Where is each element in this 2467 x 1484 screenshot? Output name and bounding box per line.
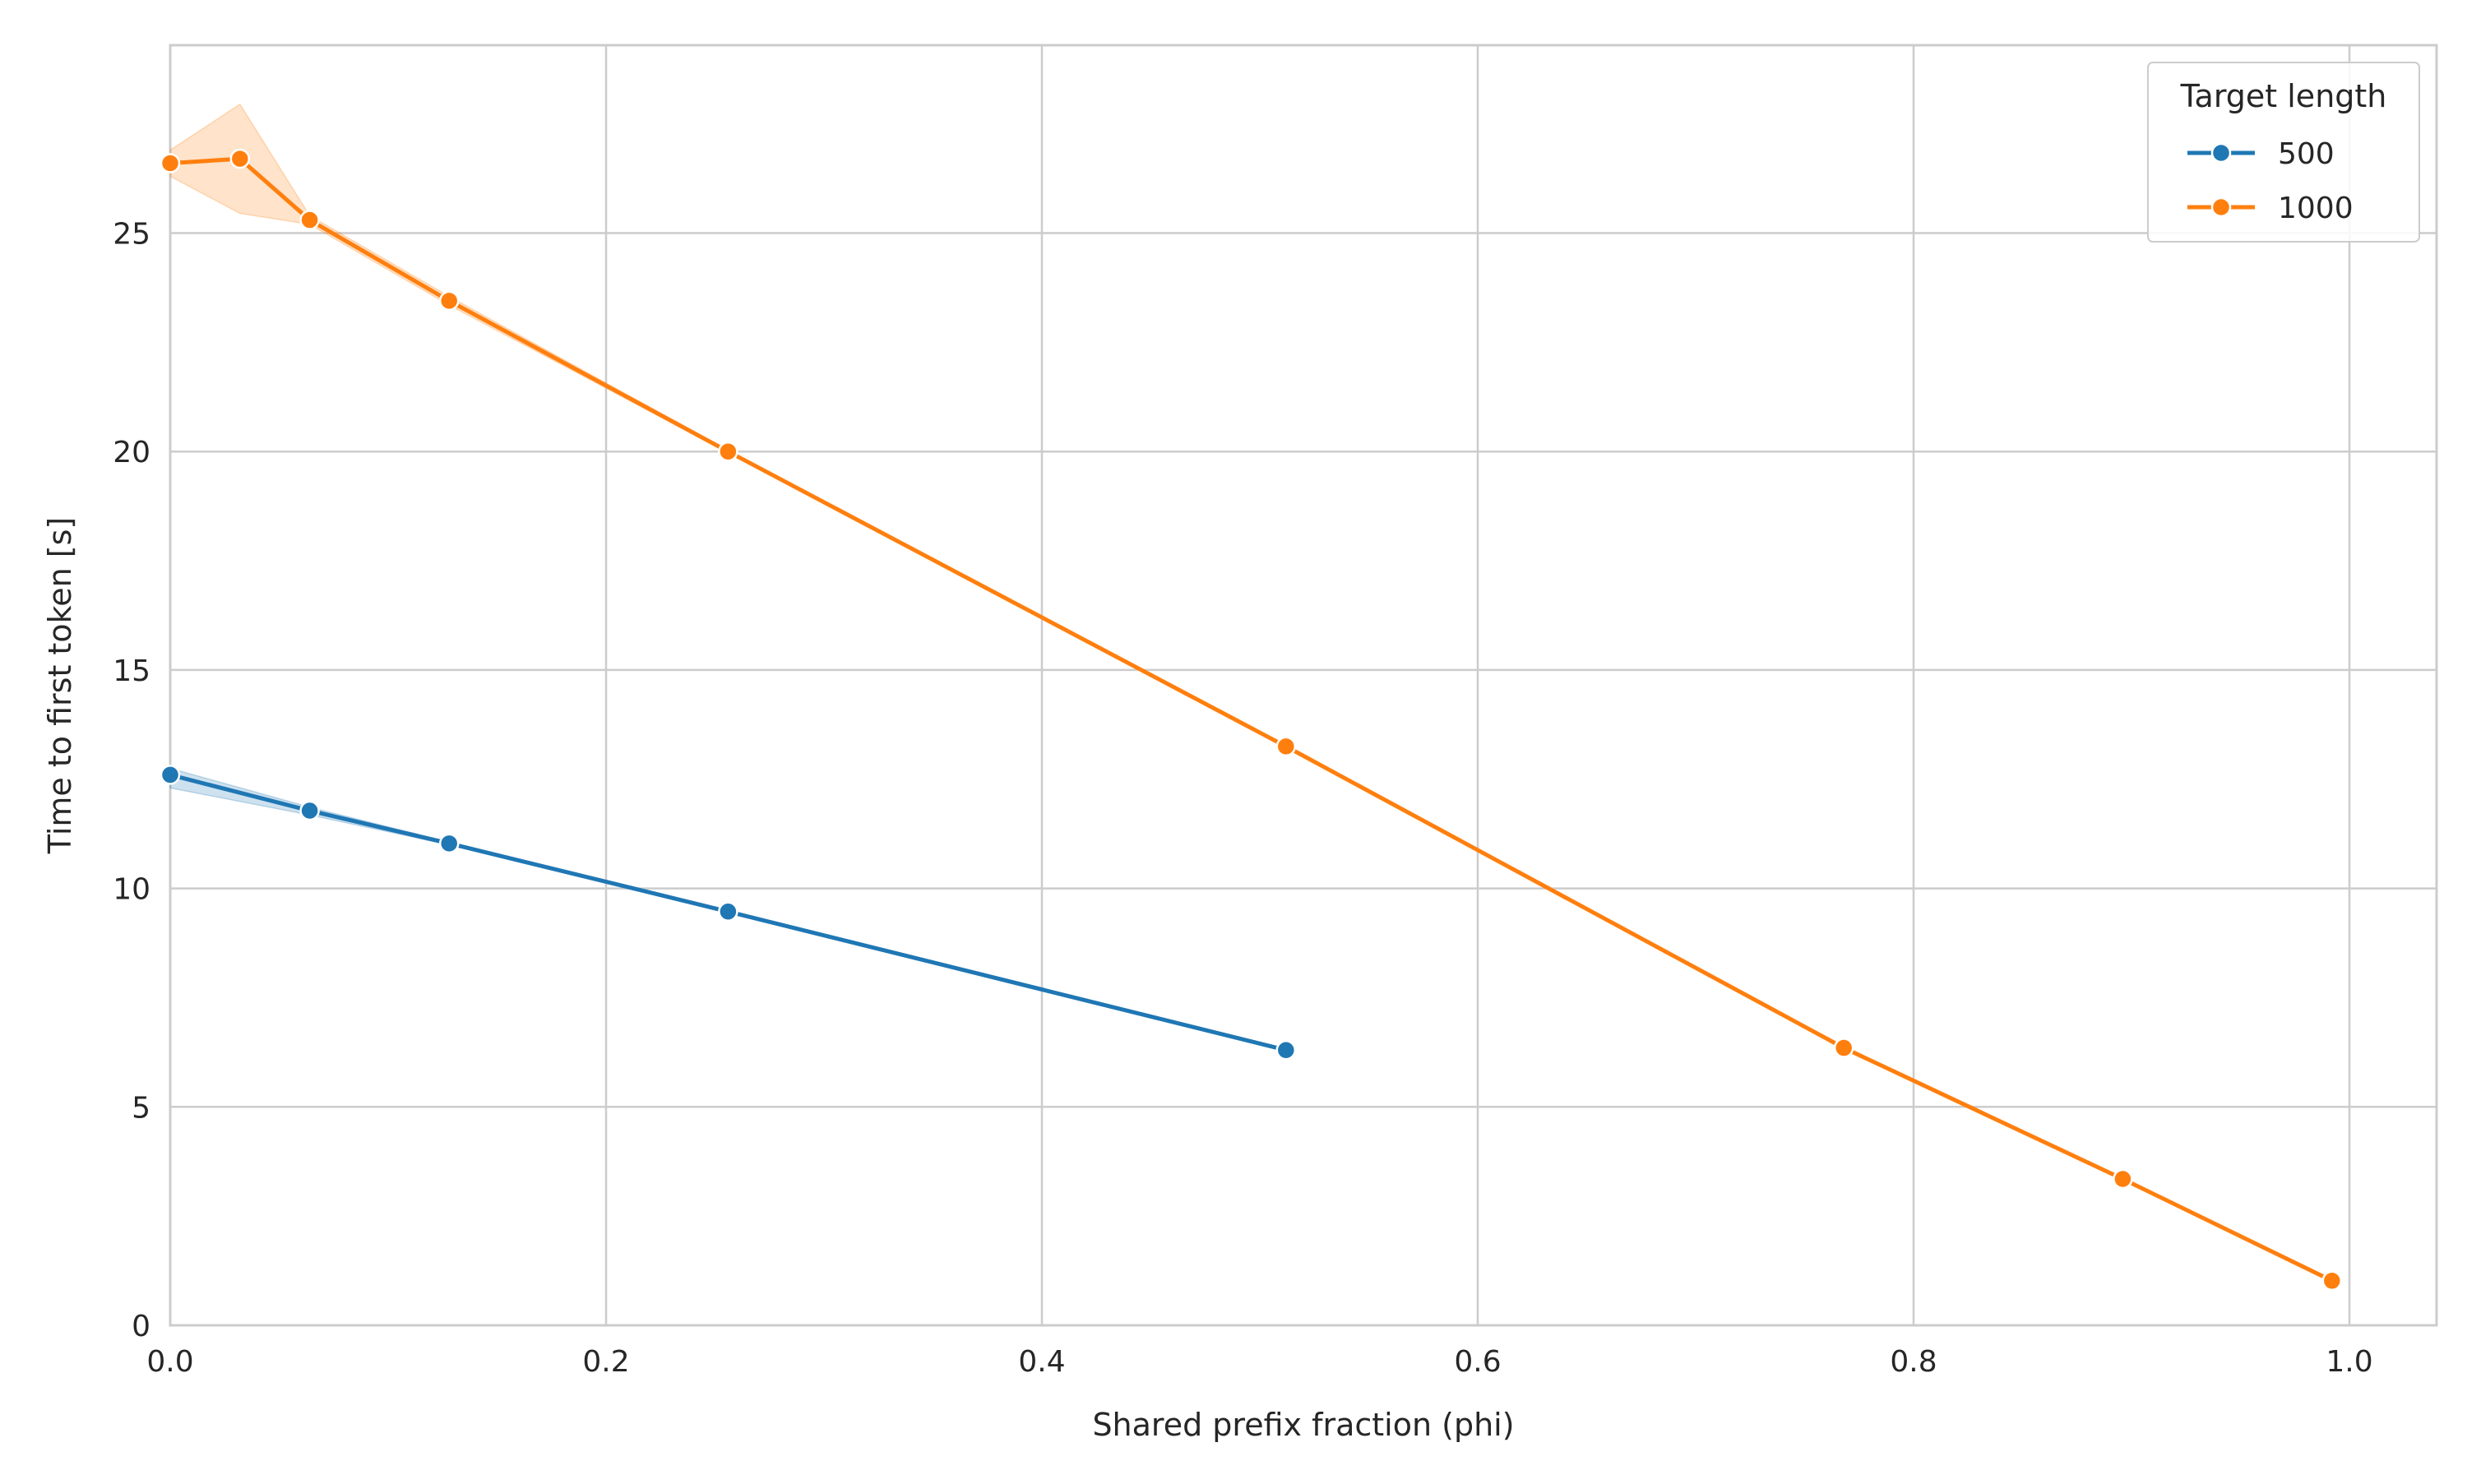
data-point-500 — [438, 833, 460, 854]
y-tick-label: 0 — [132, 1310, 150, 1343]
y-axis-label: Time to first token [s] — [42, 517, 78, 854]
data-point-1000 — [718, 441, 738, 462]
legend-entries: 500 1000 — [2187, 137, 2354, 225]
x-tick-label: 0.0 — [146, 1345, 193, 1379]
data-point-1000 — [1275, 736, 1297, 757]
data-point-500 — [1275, 1039, 1297, 1061]
y-tick-label: 20 — [113, 436, 150, 469]
legend-label-500: 500 — [2278, 137, 2335, 171]
data-point-1000 — [229, 148, 251, 169]
data-point-1000 — [2113, 1168, 2133, 1190]
x-tick-label: 0.4 — [1018, 1345, 1065, 1379]
data-point-500 — [718, 901, 738, 922]
y-tick-label: 10 — [113, 873, 150, 907]
data-point-1000 — [2321, 1270, 2343, 1292]
x-tick-label: 0.6 — [1454, 1345, 1501, 1379]
data-point-500 — [160, 765, 181, 785]
x-tick-label: 1.0 — [2326, 1345, 2372, 1379]
data-point-500 — [299, 800, 320, 821]
data-point-1000 — [1833, 1038, 1854, 1058]
y-tick-label: 25 — [113, 218, 150, 252]
legend-box — [2147, 62, 2420, 243]
legend-marker-1000 — [2210, 196, 2232, 218]
data-point-1000 — [299, 210, 320, 230]
data-point-1000 — [438, 290, 460, 312]
x-tick-label: 0.2 — [582, 1345, 629, 1379]
data-point-1000 — [160, 153, 181, 173]
y-tick-label: 5 — [132, 1091, 150, 1125]
x-axis-label: Shared prefix fraction (phi) — [1092, 1407, 1514, 1443]
y-tick-label: 15 — [113, 654, 150, 688]
plot-frame — [169, 44, 2438, 1327]
legend: Target length 500 1000 — [2147, 62, 2420, 243]
legend-title: Target length — [2180, 78, 2387, 114]
series-markers — [160, 148, 2343, 1292]
legend-label-1000: 1000 — [2278, 192, 2354, 225]
legend-marker-500 — [2210, 142, 2232, 164]
tick-labels: 0.0 0.2 0.4 0.6 0.8 1.0 0 5 10 15 20 25 — [113, 218, 2372, 1379]
x-tick-label: 0.8 — [1890, 1345, 1937, 1379]
